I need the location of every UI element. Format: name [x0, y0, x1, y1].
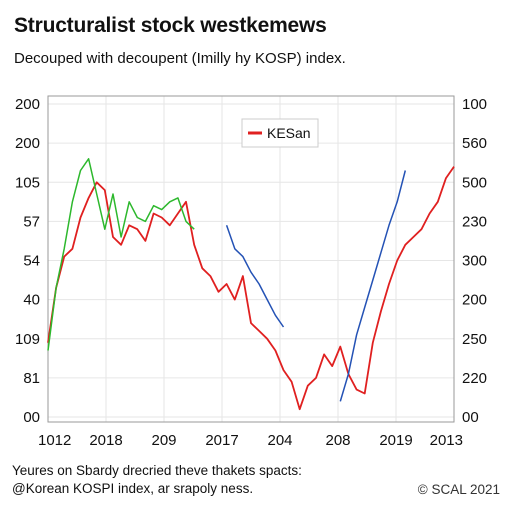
y-right-tick-label: 560: [462, 135, 487, 152]
y-left-tick-label: 54: [23, 253, 40, 270]
y-right-tick-label: 230: [462, 213, 487, 230]
x-tick-label: 209: [151, 432, 176, 449]
x-tick-label: 2017: [205, 432, 238, 449]
y-left-tick-label: 40: [23, 292, 40, 309]
chart-subtitle: Decouped with decoupent (Imilly hy KOSP)…: [14, 50, 346, 67]
plot-frame: [47, 95, 455, 423]
y-right-tick-label: 200: [462, 292, 487, 309]
y-left-tick-label: 00: [23, 409, 40, 426]
x-tick-label: 2013: [430, 432, 463, 449]
y-left-tick-label: 105: [15, 174, 40, 191]
y-left-tick-label: 81: [23, 370, 40, 387]
legend: KESan: [241, 118, 319, 148]
tick-labels: 200 200 105 57 54 40 109 81 00 100 560 500 230 300 200…: [15, 96, 487, 449]
series-line-blue: [339, 170, 407, 402]
series-line-kesan: [47, 166, 455, 411]
y-right-tick-label: 220: [462, 370, 487, 387]
x-tick-label: 1012: [38, 432, 71, 449]
x-tick-label: 208: [325, 432, 350, 449]
y-left-tick-label: 109: [15, 331, 40, 348]
y-left-tick-label: 200: [15, 135, 40, 152]
legend-label: KESan: [267, 125, 311, 141]
series-line-green: [47, 158, 195, 351]
y-right-tick-label: 300: [462, 253, 487, 270]
y-right-tick-label: 500: [462, 174, 487, 191]
footnote-line-2: @Korean KOSPI index, ar srapoly ness.: [12, 481, 254, 496]
y-right-tick-label: 250: [462, 331, 487, 348]
x-tick-label: 2018: [89, 432, 122, 449]
series-layer: [47, 158, 455, 411]
y-right-tick-label: 00: [462, 409, 479, 426]
copyright-text: © SCAL 2021: [417, 482, 500, 497]
x-tick-label: 2019: [379, 432, 412, 449]
y-left-tick-label: 200: [15, 96, 40, 113]
footnote-line-1: Yeures on Sbardy drecried theve thakets …: [12, 463, 302, 478]
series-line-blue: [225, 225, 285, 328]
y-right-tick-label: 100: [462, 96, 487, 113]
x-tick-label: 204: [267, 432, 292, 449]
footnote: Yeures on Sbardy drecried theve thakets …: [12, 462, 302, 498]
chart-title: Structuralist stock westkemews: [14, 14, 327, 37]
y-left-tick-label: 57: [23, 213, 40, 230]
